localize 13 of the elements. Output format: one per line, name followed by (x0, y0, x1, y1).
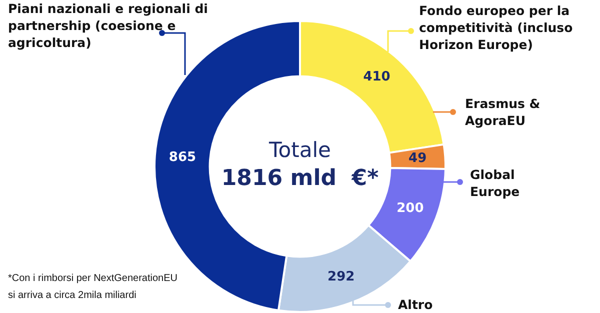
data-label: 410 (363, 69, 390, 84)
legend-label: Global Europe (470, 166, 521, 200)
legend-label: Altro (398, 296, 434, 313)
data-label: 865 (168, 150, 196, 166)
data-label: 49 (408, 150, 427, 166)
text: Totale (268, 138, 332, 162)
legend-label: Erasmus & AgoraEU (465, 95, 542, 129)
data-label: 292 (328, 269, 355, 284)
text: *Con i rimborsi per NextGenerationEU si arriva a circa 2mila miliardi (8, 272, 179, 303)
text: 1816 mld €* (220, 166, 380, 191)
slice-label: Piani nazionali e regionali di partnership (coesione e agricoltura) (8, 0, 209, 51)
legend-label: Fondo europeo per la competitività (incluso Horizon Europe) (419, 2, 574, 53)
data-label: 200 (396, 200, 424, 216)
